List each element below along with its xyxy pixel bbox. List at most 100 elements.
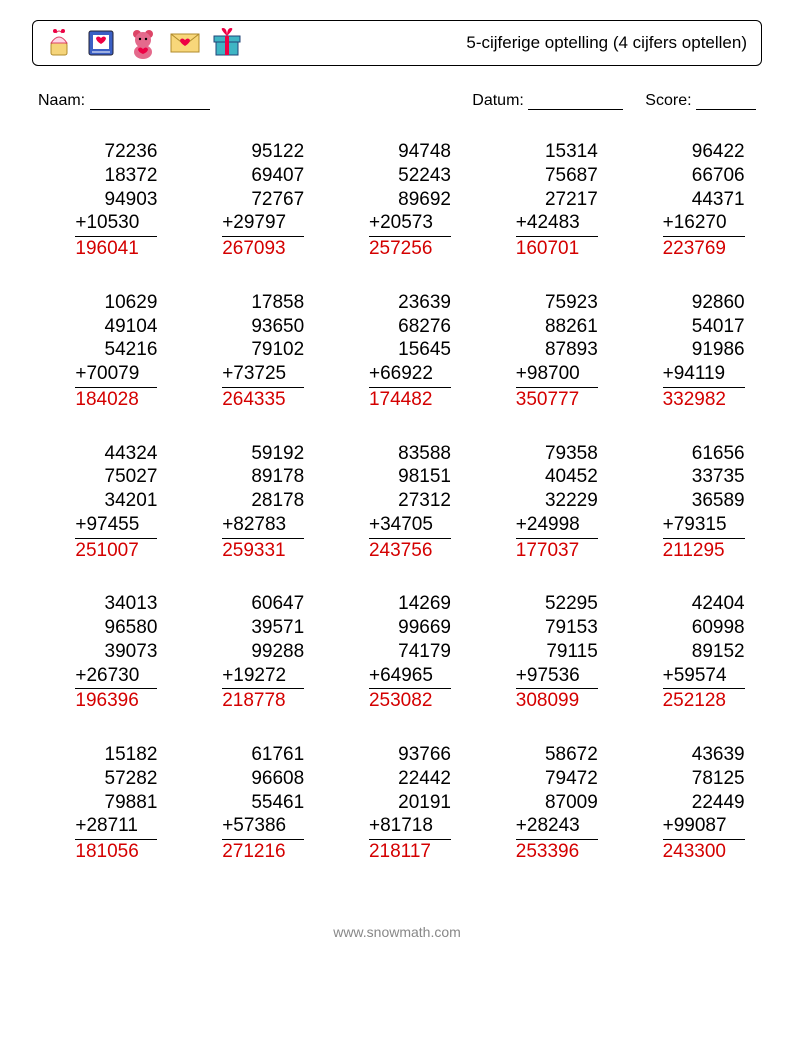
problem: 340139658039073+26730196396 (49, 592, 157, 713)
answer: 252128 (663, 689, 745, 713)
problem: 606473957199288+19272218778 (196, 592, 304, 713)
addend-last: +79315 (663, 513, 745, 539)
answer: 253082 (369, 689, 451, 713)
addend: 59192 (222, 442, 304, 466)
addend: 28178 (222, 489, 304, 513)
addend: 52243 (369, 164, 451, 188)
addend: 75027 (75, 465, 157, 489)
addend: 34201 (75, 489, 157, 513)
answer: 259331 (222, 539, 304, 563)
addend: 54017 (663, 315, 745, 339)
problem: 928605401791986+94119332982 (637, 291, 745, 412)
addend: 60647 (222, 592, 304, 616)
problem: 436397812522449+99087243300 (637, 743, 745, 864)
addend: 15645 (369, 338, 451, 362)
addend: 52295 (516, 592, 598, 616)
addend: 61761 (222, 743, 304, 767)
addend: 79358 (516, 442, 598, 466)
worksheet-title: 5-cijferige optelling (4 cijfers optelle… (466, 33, 747, 53)
problem: 617619660855461+57386271216 (196, 743, 304, 864)
problem: 522957915379115+97536308099 (490, 592, 598, 713)
problem: 142699966974179+64965253082 (343, 592, 451, 713)
addend: 98151 (369, 465, 451, 489)
addend-last: +81718 (369, 814, 451, 840)
addend: 87009 (516, 791, 598, 815)
addend: 22449 (663, 791, 745, 815)
addend-last: +42483 (516, 211, 598, 237)
addend: 32229 (516, 489, 598, 513)
problem: 835889815127312+34705243756 (343, 442, 451, 563)
answer: 243756 (369, 539, 451, 563)
answer: 332982 (663, 388, 745, 412)
addend-last: +94119 (663, 362, 745, 388)
addend: 89692 (369, 188, 451, 212)
addend: 79102 (222, 338, 304, 362)
addend: 44324 (75, 442, 157, 466)
addend: 96580 (75, 616, 157, 640)
problem: 947485224389692+20573257256 (343, 140, 451, 261)
addend: 40452 (516, 465, 598, 489)
addend: 60998 (663, 616, 745, 640)
addend-last: +97536 (516, 664, 598, 690)
addend: 15314 (516, 140, 598, 164)
problem-grid: 722361837294903+10530196041 9512269407727… (32, 140, 762, 864)
bear-icon (125, 25, 161, 61)
envelope-icon (167, 25, 203, 61)
addend: 99288 (222, 640, 304, 664)
problem: 178589365079102+73725264335 (196, 291, 304, 412)
score-label: Score: (645, 92, 691, 109)
addend: 10629 (75, 291, 157, 315)
addend-last: +26730 (75, 664, 157, 690)
addend: 94748 (369, 140, 451, 164)
addend: 79115 (516, 640, 598, 664)
addend-last: +34705 (369, 513, 451, 539)
addend: 42404 (663, 592, 745, 616)
header-box: 5-cijferige optelling (4 cijfers optelle… (32, 20, 762, 66)
answer: 251007 (75, 539, 157, 563)
addend: 88261 (516, 315, 598, 339)
answer: 271216 (222, 840, 304, 864)
date-blank (528, 94, 623, 110)
addend: 20191 (369, 791, 451, 815)
cupcake-icon (41, 25, 77, 61)
addend: 96422 (663, 140, 745, 164)
addend: 49104 (75, 315, 157, 339)
addend: 72767 (222, 188, 304, 212)
addend: 27312 (369, 489, 451, 513)
addend: 68276 (369, 315, 451, 339)
name-label: Naam: (38, 92, 85, 109)
answer: 308099 (516, 689, 598, 713)
addend-last: +59574 (663, 664, 745, 690)
addend: 33735 (663, 465, 745, 489)
addend: 39073 (75, 640, 157, 664)
problem: 591928917828178+82783259331 (196, 442, 304, 563)
addend: 22442 (369, 767, 451, 791)
addend-last: +24998 (516, 513, 598, 539)
addend: 66706 (663, 164, 745, 188)
problem: 951226940772767+29797267093 (196, 140, 304, 261)
problem: 236396827615645+66922174482 (343, 291, 451, 412)
addend-last: +70079 (75, 362, 157, 388)
answer: 264335 (222, 388, 304, 412)
problem: 151825728279881+28711181056 (49, 743, 157, 864)
addend-last: +97455 (75, 513, 157, 539)
addend: 18372 (75, 164, 157, 188)
footer-text: www.snowmath.com (32, 924, 762, 940)
addend: 93650 (222, 315, 304, 339)
addend-last: +29797 (222, 211, 304, 237)
answer: 196396 (75, 689, 157, 713)
addend: 89152 (663, 640, 745, 664)
addend-last: +20573 (369, 211, 451, 237)
answer: 350777 (516, 388, 598, 412)
answer: 211295 (663, 539, 745, 563)
problem: 722361837294903+10530196041 (49, 140, 157, 261)
problem: 964226670644371+16270223769 (637, 140, 745, 261)
addend: 17858 (222, 291, 304, 315)
addend-last: +99087 (663, 814, 745, 840)
addend-last: +73725 (222, 362, 304, 388)
meta-row: Naam: Datum: Score: (38, 92, 756, 110)
addend: 92860 (663, 291, 745, 315)
score-blank (696, 94, 756, 110)
addend-last: +28243 (516, 814, 598, 840)
answer: 174482 (369, 388, 451, 412)
